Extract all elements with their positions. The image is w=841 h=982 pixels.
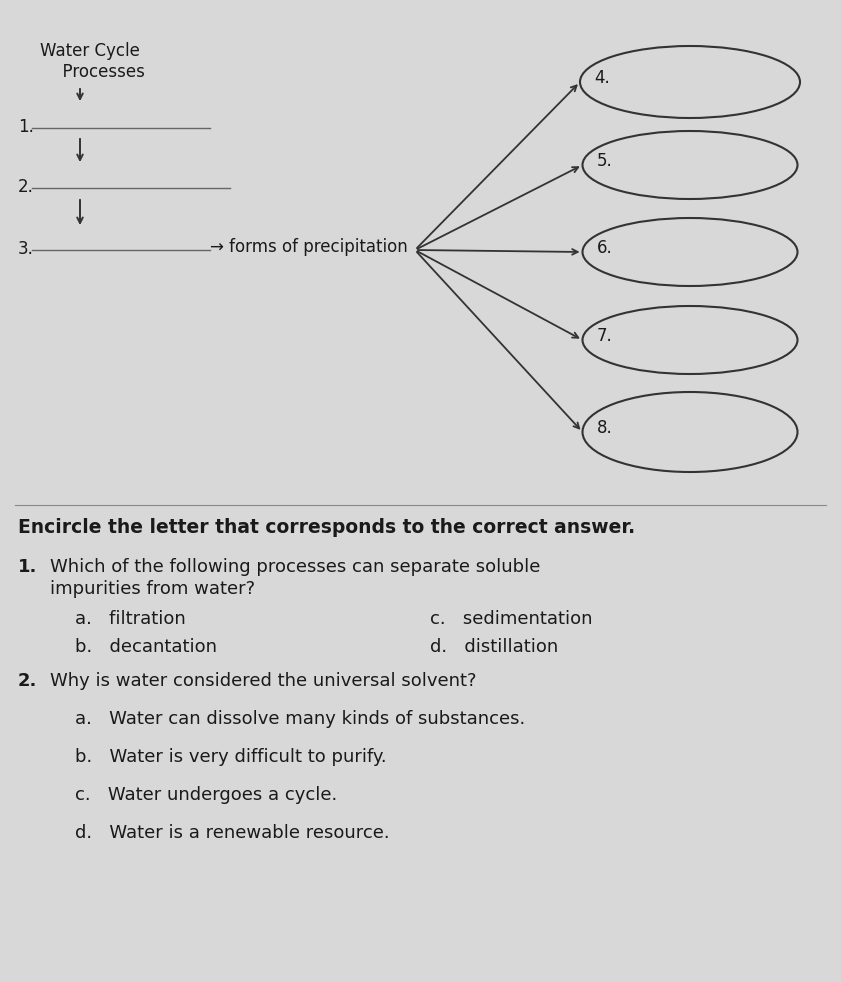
Text: → forms of precipitation: → forms of precipitation xyxy=(210,238,408,256)
Text: c.   sedimentation: c. sedimentation xyxy=(430,610,593,628)
Text: Why is water considered the universal solvent?: Why is water considered the universal so… xyxy=(50,672,477,690)
Text: c.   Water undergoes a cycle.: c. Water undergoes a cycle. xyxy=(75,786,337,804)
Text: 1.: 1. xyxy=(18,118,34,136)
Text: 1.: 1. xyxy=(18,558,37,576)
Text: 2.: 2. xyxy=(18,178,34,196)
Text: Processes: Processes xyxy=(52,63,145,81)
Text: 2.: 2. xyxy=(18,672,37,690)
Text: 8.: 8. xyxy=(596,419,612,437)
Text: b.   Water is very difficult to purify.: b. Water is very difficult to purify. xyxy=(75,748,387,766)
Text: Which of the following processes can separate soluble: Which of the following processes can sep… xyxy=(50,558,541,576)
Text: d.   distillation: d. distillation xyxy=(430,638,558,656)
Text: 5.: 5. xyxy=(596,152,612,170)
Text: 6.: 6. xyxy=(596,239,612,257)
Text: a.   filtration: a. filtration xyxy=(75,610,186,628)
Text: Water Cycle: Water Cycle xyxy=(40,42,140,60)
Text: b.   decantation: b. decantation xyxy=(75,638,217,656)
Text: d.   Water is a renewable resource.: d. Water is a renewable resource. xyxy=(75,824,389,842)
Text: impurities from water?: impurities from water? xyxy=(50,580,255,598)
Text: a.   Water can dissolve many kinds of substances.: a. Water can dissolve many kinds of subs… xyxy=(75,710,526,728)
Text: 7.: 7. xyxy=(596,327,612,345)
Text: Encircle the letter that corresponds to the correct answer.: Encircle the letter that corresponds to … xyxy=(18,518,635,537)
Text: 3.: 3. xyxy=(18,240,34,258)
Text: 4.: 4. xyxy=(594,69,610,87)
